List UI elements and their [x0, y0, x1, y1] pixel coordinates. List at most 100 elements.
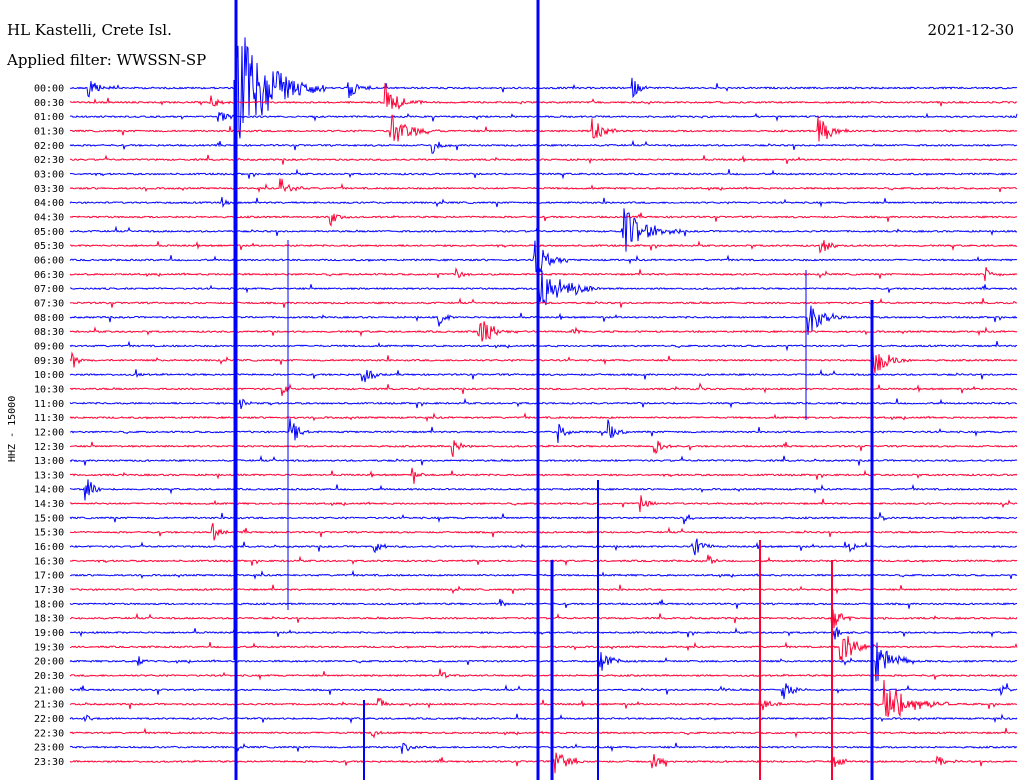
trace-0130 — [69, 114, 1018, 142]
trace-2230 — [69, 727, 1018, 739]
trace-0300 — [69, 168, 1018, 180]
time-label: 01:00 — [34, 112, 64, 123]
time-label: 13:30 — [34, 470, 64, 481]
trace-0630 — [69, 266, 1018, 282]
time-label: 16:00 — [34, 542, 64, 553]
time-label: 11:30 — [34, 413, 64, 424]
time-label: 17:00 — [34, 571, 64, 582]
seismogram-traces — [69, 0, 1018, 780]
trace-0400 — [69, 196, 1018, 208]
trace-0500 — [69, 208, 1018, 252]
trace-0230 — [69, 154, 1018, 165]
time-label: 03:30 — [34, 184, 64, 195]
trace-0530 — [69, 240, 1018, 254]
time-labels: 00:00 00:30 01:00 01:30 02:00 02:30 03:00 03:30… — [34, 84, 64, 769]
time-label: 09:00 — [34, 341, 64, 352]
trace-0330 — [69, 178, 1018, 193]
trace-2200 — [69, 713, 1018, 724]
trace-2330 — [69, 752, 1018, 774]
trace-0000 — [70, 37, 1018, 139]
time-label: 17:30 — [34, 585, 64, 596]
time-label: 01:30 — [34, 126, 64, 137]
trace-0600 — [69, 240, 1018, 274]
time-label: 06:30 — [34, 270, 64, 281]
time-label: 22:30 — [34, 728, 64, 739]
time-label: 07:30 — [34, 298, 64, 309]
time-label: 03:00 — [34, 169, 64, 180]
trace-1800 — [69, 598, 1018, 609]
trace-2300 — [69, 742, 1018, 754]
time-label: 09:30 — [34, 356, 64, 367]
trace-0830 — [69, 321, 1018, 342]
trace-1230 — [69, 440, 1018, 457]
trace-1200 — [69, 418, 1018, 443]
time-label: 00:00 — [34, 84, 64, 95]
time-label: 05:30 — [34, 241, 64, 252]
time-label: 04:00 — [34, 198, 64, 209]
time-label: 10:30 — [34, 384, 64, 395]
time-label: 10:00 — [34, 370, 64, 381]
trace-1300 — [69, 454, 1018, 466]
trace-1730 — [69, 584, 1018, 595]
time-label: 12:30 — [34, 442, 64, 453]
time-label: 08:30 — [34, 327, 64, 338]
trace-2100 — [69, 683, 1018, 700]
time-label: 07:00 — [34, 284, 64, 295]
time-label: 06:00 — [34, 255, 64, 266]
time-label: 23:30 — [34, 757, 64, 768]
time-label: 00:30 — [34, 98, 64, 109]
time-label: 18:30 — [34, 614, 64, 625]
time-label: 21:00 — [34, 685, 64, 696]
trace-0100 — [69, 112, 1018, 122]
trace-1500 — [69, 512, 1018, 525]
trace-2000 — [69, 642, 1018, 682]
filter-label: Applied filter: WWSSN-SP — [7, 51, 207, 69]
time-label: 04:30 — [34, 212, 64, 223]
trace-1930 — [69, 635, 1018, 662]
channel-label: HHZ - 15000 — [7, 396, 18, 462]
trace-1700 — [69, 569, 1018, 580]
time-label: 19:00 — [34, 628, 64, 639]
trace-1630 — [69, 554, 1018, 567]
time-label: 11:00 — [34, 399, 64, 410]
time-label: 14:30 — [34, 499, 64, 510]
trace-0730 — [69, 297, 1018, 308]
trace-0800 — [69, 305, 1018, 335]
time-label: 13:00 — [34, 456, 64, 467]
station-title: HL Kastelli, Crete Isl. — [7, 21, 172, 39]
time-label: 02:30 — [34, 155, 64, 166]
trace-1130 — [69, 412, 1018, 423]
time-label: 12:00 — [34, 427, 64, 438]
time-label: 20:30 — [34, 671, 64, 682]
trace-2130 — [69, 679, 1018, 718]
trace-1000 — [69, 368, 1018, 383]
trace-1330 — [69, 467, 1018, 484]
trace-0430 — [69, 212, 1018, 227]
time-label: 20:00 — [34, 657, 64, 668]
time-label: 02:00 — [34, 141, 64, 152]
time-label: 21:30 — [34, 700, 64, 711]
time-label: 19:30 — [34, 642, 64, 653]
time-label: 23:00 — [34, 743, 64, 754]
trace-1400 — [69, 479, 1018, 501]
date-label: 2021-12-30 — [927, 21, 1014, 39]
trace-1900 — [69, 626, 1018, 640]
trace-0930 — [69, 350, 1018, 377]
trace-0200 — [69, 139, 1018, 154]
trace-1430 — [70, 495, 1018, 513]
trace-1030 — [69, 382, 1018, 396]
time-label: 05:00 — [34, 227, 64, 238]
time-label: 18:00 — [34, 599, 64, 610]
time-label: 15:30 — [34, 528, 64, 539]
trace-0900 — [69, 340, 1018, 352]
time-label: 16:30 — [34, 556, 64, 567]
trace-2030 — [69, 668, 1018, 681]
time-label: 15:00 — [34, 513, 64, 524]
trace-1600 — [69, 538, 1017, 556]
trace-1100 — [69, 397, 1018, 410]
trace-0700 — [70, 270, 1018, 306]
time-label: 14:00 — [34, 485, 64, 496]
trace-0030 — [69, 82, 1018, 111]
trace-1830 — [69, 609, 1018, 631]
